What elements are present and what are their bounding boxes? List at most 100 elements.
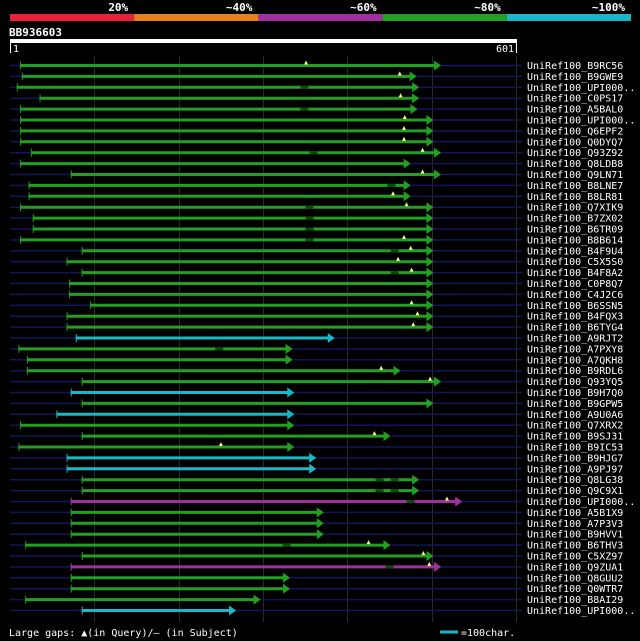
hit-row[interactable]: UniRef100_C5X5S0: [10, 256, 623, 269]
hit-label[interactable]: UniRef100_Q6EPF2: [527, 126, 623, 137]
hit-label[interactable]: UniRef100_C5X5S0: [527, 257, 623, 268]
hit-row[interactable]: UniRef100_B9HJG7: [10, 452, 623, 465]
hit-row[interactable]: UniRef100_A9U0A6: [10, 409, 623, 421]
hit-label[interactable]: UniRef100_UPI000..: [527, 83, 635, 94]
hit-row[interactable]: UniRef100_B8LR81: [10, 191, 623, 203]
hit-label[interactable]: UniRef100_A9PJ97: [527, 464, 623, 475]
hit-row[interactable]: UniRef100_A5B1X9: [10, 507, 623, 519]
hit-label[interactable]: UniRef100_A9RJT2: [527, 334, 623, 345]
hit-row[interactable]: UniRef100_C0P8Q7: [10, 278, 623, 291]
hit-row[interactable]: UniRef100_A7P3V3: [10, 518, 623, 530]
hit-label[interactable]: UniRef100_A7QKH8: [527, 355, 623, 366]
hit-row[interactable]: UniRef100_B4F8A2: [10, 267, 623, 280]
hit-row[interactable]: UniRef100_Q8LG38: [10, 474, 623, 487]
hit-label[interactable]: UniRef100_A5B1X9: [527, 508, 623, 519]
hit-row[interactable]: UniRef100_B9HVV1: [10, 529, 623, 541]
hit-row[interactable]: UniRef100_B4FQX3: [10, 311, 623, 323]
hit-row[interactable]: UniRef100_B6THV3: [10, 540, 623, 552]
hit-label[interactable]: UniRef100_C5XZ97: [527, 552, 623, 563]
hit-row[interactable]: UniRef100_B7ZX02: [10, 213, 623, 225]
hit-label[interactable]: UniRef100_C0PS17: [527, 94, 623, 105]
hit-row[interactable]: UniRef100_Q7XRX2: [10, 420, 623, 432]
hit-label[interactable]: UniRef100_C4J2C6: [527, 290, 623, 301]
hit-label[interactable]: UniRef100_B9HVV1: [527, 530, 623, 541]
hit-label[interactable]: UniRef100_B9HJG7: [527, 453, 623, 464]
hit-row[interactable]: UniRef100_Q9LN71: [10, 169, 623, 182]
hit-row[interactable]: UniRef100_A9RJT2: [10, 333, 623, 345]
hit-label[interactable]: UniRef100_Q9ZUA1: [527, 562, 623, 573]
hit-row[interactable]: UniRef100_UPI000..: [10, 605, 635, 618]
hit-label[interactable]: UniRef100_Q7XIK9: [527, 203, 623, 214]
hit-label[interactable]: UniRef100_Q9LN71: [527, 170, 623, 181]
hit-label[interactable]: UniRef100_Q7XRX2: [527, 421, 623, 432]
hit-label[interactable]: UniRef100_B9GWE9: [527, 72, 623, 83]
hit-label[interactable]: UniRef100_B9GPW5: [527, 399, 623, 410]
hit-row[interactable]: UniRef100_Q9C9X1: [10, 485, 623, 498]
hit-label[interactable]: UniRef100_B6TYG4: [527, 323, 623, 334]
hit-row[interactable]: UniRef100_C4J2C6: [10, 289, 623, 301]
hit-row[interactable]: UniRef100_B6TR09: [10, 224, 623, 236]
hit-row[interactable]: UniRef100_C5XZ97: [10, 551, 623, 563]
hit-row[interactable]: UniRef100_B9SJ31: [10, 431, 623, 443]
hit-row[interactable]: UniRef100_Q7XIK9: [10, 202, 623, 214]
hit-label[interactable]: UniRef100_Q8LDB8: [527, 159, 623, 170]
hit-row[interactable]: UniRef100_A5BAL0: [10, 104, 623, 116]
hit-label[interactable]: UniRef100_Q93Z92: [527, 148, 623, 159]
hit-label[interactable]: UniRef100_Q93YQ5: [527, 377, 623, 388]
hit-label[interactable]: UniRef100_B6THV3: [527, 541, 623, 552]
hit-label[interactable]: UniRef100_B8B614: [527, 235, 623, 246]
hit-row[interactable]: UniRef100_Q93Z92: [10, 147, 623, 160]
hit-label[interactable]: UniRef100_B9IC53: [527, 443, 623, 454]
hit-row[interactable]: UniRef100_C0PS17: [10, 93, 623, 105]
hit-row[interactable]: UniRef100_Q0DYQ7: [10, 136, 623, 149]
hit-row[interactable]: UniRef100_A9PJ97: [10, 463, 623, 476]
hit-row[interactable]: UniRef100_A7QKH8: [10, 354, 623, 367]
hit-label[interactable]: UniRef100_B6TR09: [527, 225, 623, 236]
hit-label[interactable]: UniRef100_Q9C9X1: [527, 486, 623, 497]
hit-label[interactable]: UniRef100_A7P3V3: [527, 519, 623, 530]
hit-row[interactable]: UniRef100_A7PXY8: [10, 343, 623, 356]
hit-row[interactable]: UniRef100_B4F9U4: [10, 245, 623, 257]
hit-label[interactable]: UniRef100_Q0WTR7: [527, 584, 623, 595]
hit-label[interactable]: UniRef100_A9U0A6: [527, 410, 623, 421]
hit-row[interactable]: UniRef100_B9RC56: [10, 60, 623, 73]
hit-row[interactable]: UniRef100_Q8GUU2: [10, 572, 623, 585]
hit-label[interactable]: UniRef100_C0P8Q7: [527, 279, 623, 290]
hit-row[interactable]: UniRef100_Q9ZUA1: [10, 561, 623, 574]
hit-row[interactable]: UniRef100_B9RDL6: [10, 365, 623, 378]
hit-row[interactable]: UniRef100_UPI000..: [10, 82, 635, 94]
hit-row[interactable]: UniRef100_Q6EPF2: [10, 125, 623, 137]
hit-row[interactable]: UniRef100_B6SSN5: [10, 300, 623, 312]
hit-label[interactable]: UniRef100_UPI000..: [527, 497, 635, 508]
hit-label[interactable]: UniRef100_B7ZX02: [527, 214, 623, 225]
hit-row[interactable]: UniRef100_UPI000..: [10, 496, 635, 509]
hit-label[interactable]: UniRef100_B6SSN5: [527, 301, 623, 312]
hit-label[interactable]: UniRef100_B9RC56: [527, 61, 623, 72]
hit-label[interactable]: UniRef100_A7PXY8: [527, 344, 623, 355]
hit-row[interactable]: UniRef100_B8AI29: [10, 594, 623, 607]
hit-label[interactable]: UniRef100_B9H7Q0: [527, 388, 623, 399]
hit-row[interactable]: UniRef100_B9H7Q0: [10, 387, 623, 400]
hit-label[interactable]: UniRef100_B4FQX3: [527, 312, 623, 323]
hit-label[interactable]: UniRef100_B8LNE7: [527, 181, 623, 192]
hit-label[interactable]: UniRef100_Q8GUU2: [527, 573, 623, 584]
hit-row[interactable]: UniRef100_Q8LDB8: [10, 158, 623, 171]
hit-row[interactable]: UniRef100_Q93YQ5: [10, 376, 623, 389]
hit-label[interactable]: UniRef100_UPI000..: [527, 606, 635, 617]
hit-label[interactable]: UniRef100_B9RDL6: [527, 366, 623, 377]
hit-label[interactable]: UniRef100_B4F9U4: [527, 246, 623, 257]
hit-row[interactable]: UniRef100_B8B614: [10, 234, 623, 247]
hit-label[interactable]: UniRef100_B4F8A2: [527, 268, 623, 279]
hit-label[interactable]: UniRef100_A5BAL0: [527, 105, 623, 116]
hit-row[interactable]: UniRef100_B8LNE7: [10, 180, 623, 192]
hit-row[interactable]: UniRef100_B9GPW5: [10, 398, 623, 410]
hit-label[interactable]: UniRef100_B8LR81: [527, 192, 623, 203]
hit-row[interactable]: UniRef100_UPI000..: [10, 115, 635, 127]
hit-label[interactable]: UniRef100_Q8LG38: [527, 475, 623, 486]
hit-label[interactable]: UniRef100_UPI000..: [527, 116, 635, 127]
hit-label[interactable]: UniRef100_B8AI29: [527, 595, 623, 606]
hit-label[interactable]: UniRef100_B9SJ31: [527, 432, 623, 443]
hit-row[interactable]: UniRef100_Q0WTR7: [10, 583, 623, 596]
hit-row[interactable]: UniRef100_B9GWE9: [10, 71, 623, 83]
hit-row[interactable]: UniRef100_B6TYG4: [10, 322, 623, 334]
